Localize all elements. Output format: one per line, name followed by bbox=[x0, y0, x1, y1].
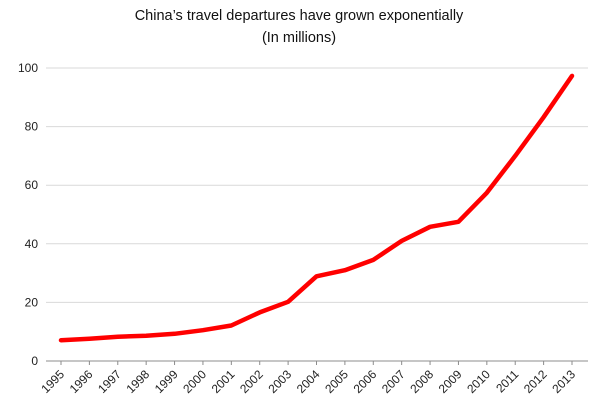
x-tick-label: 1997 bbox=[95, 367, 124, 396]
chart-subtitle: (In millions) bbox=[261, 30, 337, 46]
x-tick-label: 2006 bbox=[351, 367, 380, 396]
x-tick-label: 1999 bbox=[152, 367, 181, 396]
x-tick-label: 2013 bbox=[549, 367, 578, 396]
x-tick-label: 1995 bbox=[38, 367, 67, 396]
y-tick-label: 40 bbox=[25, 237, 39, 251]
x-tick-label: 2011 bbox=[493, 367, 521, 395]
x-tick-label: 1996 bbox=[67, 367, 96, 396]
y-tick-label: 0 bbox=[31, 354, 38, 368]
x-tick-label: 1998 bbox=[124, 367, 153, 396]
x-tick-label: 2008 bbox=[407, 367, 436, 396]
x-tick-label: 2005 bbox=[322, 367, 351, 396]
x-tick-label: 2001 bbox=[209, 367, 238, 396]
x-tick-label: 2004 bbox=[294, 367, 323, 396]
x-tick-label: 2009 bbox=[436, 367, 465, 396]
y-tick-label: 100 bbox=[18, 61, 38, 75]
chart-title: China’s travel departures have grown exp… bbox=[134, 8, 464, 24]
y-tick-label: 60 bbox=[25, 178, 39, 192]
x-tick-label: 2010 bbox=[464, 367, 493, 396]
x-tick-label: 2012 bbox=[521, 367, 550, 396]
y-tick-label: 80 bbox=[25, 120, 39, 134]
x-tick-label: 2002 bbox=[237, 367, 266, 396]
x-tick-label: 2007 bbox=[379, 367, 408, 396]
series-line bbox=[58, 73, 575, 343]
y-tick-label: 20 bbox=[25, 295, 39, 309]
x-tick-label: 2000 bbox=[180, 367, 209, 396]
x-tick-label: 2003 bbox=[265, 367, 294, 396]
